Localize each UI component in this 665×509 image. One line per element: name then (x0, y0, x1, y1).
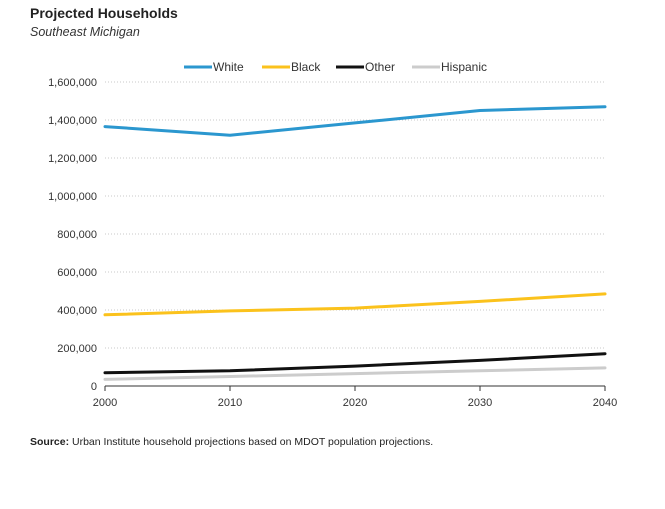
y-tick-label: 800,000 (57, 229, 97, 241)
legend-label: Other (365, 60, 395, 74)
x-tick-label: 2000 (93, 397, 117, 409)
x-tick-label: 2020 (343, 397, 367, 409)
x-tick-label: 2010 (218, 397, 242, 409)
y-tick-label: 400,000 (57, 305, 97, 317)
y-tick-label: 1,600,000 (48, 77, 97, 89)
series-lines (103, 105, 607, 381)
legend-item-hispanic: Hispanic (412, 60, 487, 74)
source-label: Source: (30, 436, 70, 448)
chart-subtitle: Southeast Michigan (30, 25, 140, 39)
chart-title: Projected Households (30, 5, 178, 21)
source-text: Urban Institute household projections ba… (69, 436, 434, 448)
series-line-hispanic (103, 366, 607, 381)
legend-label: Black (291, 60, 321, 74)
series-line-black (103, 292, 607, 317)
y-axis: 0 200,000 400,000 600,000 800,000 1,000,000 1,… (48, 77, 97, 393)
y-tick-label: 200,000 (57, 343, 97, 355)
x-tick-label: 2040 (593, 397, 617, 409)
y-tick-label: 600,000 (57, 267, 97, 279)
y-tick-label: 1,000,000 (48, 191, 97, 203)
x-axis: 2000 2010 2020 2030 2040 (93, 385, 617, 409)
y-tick-label: 0 (91, 381, 97, 393)
legend-label: White (213, 60, 244, 74)
grid-lines (105, 81, 605, 349)
legend-item-black: Black (262, 60, 321, 74)
legend-item-other: Other (336, 60, 395, 74)
y-tick-label: 1,200,000 (48, 153, 97, 165)
series-line-other (103, 352, 607, 375)
legend: White Black Other Hispanic (184, 60, 487, 74)
series-line-white (103, 105, 607, 137)
legend-item-white: White (184, 60, 244, 74)
y-tick-label: 1,400,000 (48, 115, 97, 127)
source-note: Source: Urban Institute household projec… (30, 436, 433, 448)
legend-label: Hispanic (441, 60, 487, 74)
x-tick-label: 2030 (468, 397, 492, 409)
